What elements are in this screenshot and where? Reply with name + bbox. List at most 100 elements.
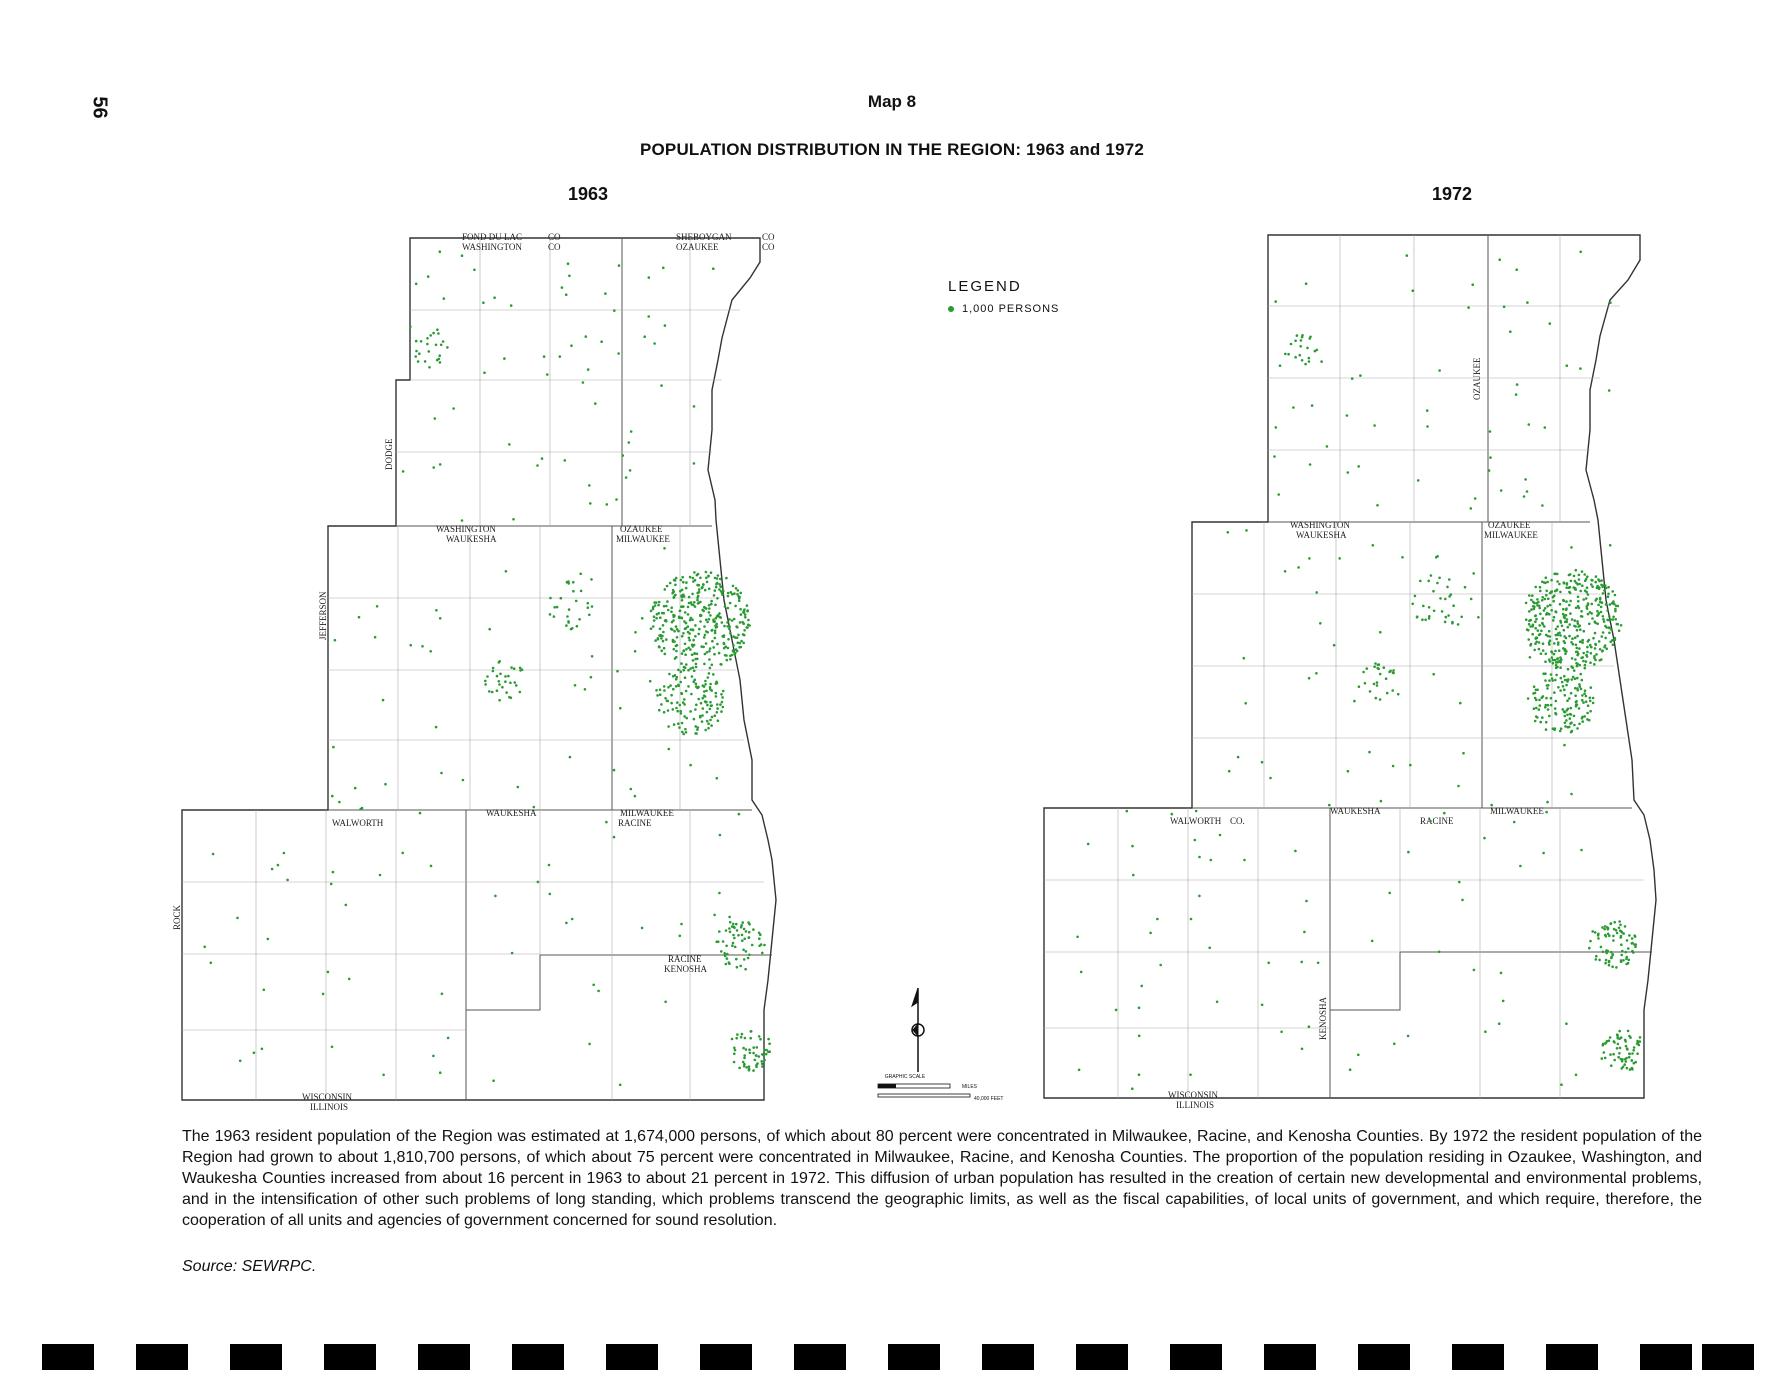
population-dot [1576,622,1580,625]
population-dot [703,690,706,693]
population-dot [643,335,646,339]
population-dot [1440,610,1444,613]
population-dot [1575,664,1579,668]
population-dot [1460,615,1463,619]
population-dot [1614,618,1617,621]
population-dot [647,276,651,279]
population-dot [1378,672,1382,676]
population-dot [1604,1042,1607,1045]
population-dot [730,619,734,622]
population-dot [542,355,546,358]
population-dot [733,945,737,949]
population-dot [700,645,703,648]
population-dot [691,618,694,621]
population-dot [696,594,700,598]
population-dot [1626,961,1630,965]
population-dot [721,705,725,709]
population-dot [710,628,714,632]
population-dot [1357,685,1361,688]
population-dot [757,931,761,935]
population-dot [1512,820,1516,824]
registration-mark [982,1344,1034,1370]
population-dot [726,625,729,628]
population-dot [1374,696,1378,700]
population-dot [1552,619,1555,622]
population-dot [1573,636,1577,639]
map-number: Map 8 [867,92,917,111]
population-dot [676,709,679,713]
population-dot [1537,641,1541,644]
population-dot [1545,589,1548,593]
population-dot [1538,704,1542,707]
population-dot [1541,642,1545,645]
population-dot [664,697,667,700]
population-dot [726,606,730,610]
population-dot [660,703,663,706]
label-walworth-1972: WALWORTH [1170,816,1222,826]
population-dot [725,576,728,580]
population-dot [1598,579,1601,583]
population-dot [605,503,609,506]
population-dot [1565,582,1569,585]
population-dot [656,694,659,697]
population-dot [686,630,690,634]
population-dot [1540,629,1543,633]
population-dot [1424,618,1427,622]
population-dot [563,459,567,462]
population-dot [732,617,736,621]
population-dot [693,678,697,682]
population-dot [768,1042,771,1045]
population-dot [656,638,660,641]
population-dot [332,745,335,749]
population-dot [1299,345,1302,348]
population-dot [682,580,685,584]
population-dot [570,344,573,348]
registration-mark [136,1344,188,1370]
population-dot [1527,638,1530,641]
registration-mark [1264,1344,1316,1370]
population-dot [553,606,556,609]
population-dot [1515,383,1519,386]
population-dot [1305,899,1308,903]
population-dot [347,977,351,981]
population-dot [1362,670,1365,674]
population-dot [1573,723,1576,727]
population-dot [594,402,597,405]
population-dot [1581,638,1584,642]
population-dot [719,703,722,706]
population-dot [1427,606,1431,609]
population-dot [670,606,673,609]
population-dot [707,672,711,675]
population-dot [683,666,687,669]
population-dot [1137,1006,1141,1010]
population-dot [1588,622,1591,626]
population-dot [762,1053,766,1057]
population-dot [1622,932,1625,935]
population-dot [1550,609,1553,612]
population-dot [694,662,698,666]
population-dot [1376,504,1379,507]
population-dot [687,668,690,672]
population-dot [1368,750,1371,754]
population-dot [1576,727,1579,730]
population-dot [1298,353,1302,357]
population-dot [667,725,670,728]
population-dot [753,1058,757,1062]
population-dot [282,851,286,855]
population-dot [1535,706,1538,710]
population-dot [1618,920,1621,923]
population-dot [684,727,687,731]
population-dot [1370,939,1374,943]
scale-feet-label: 40,000 FEET [974,1096,1003,1102]
population-dot [1594,580,1597,584]
population-dot [1578,722,1581,726]
population-dot [708,649,711,653]
population-dot [1597,603,1600,607]
population-dot [1374,662,1377,665]
population-dot [1578,663,1581,667]
population-dot [605,820,608,824]
population-dot [1600,635,1604,638]
population-dot [712,618,715,621]
population-dot [1569,722,1572,725]
population-dot [1307,356,1311,360]
